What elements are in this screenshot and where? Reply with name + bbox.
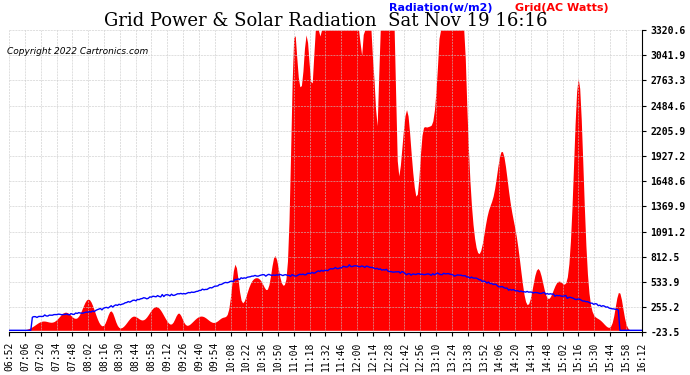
Text: Copyright 2022 Cartronics.com: Copyright 2022 Cartronics.com xyxy=(7,47,148,56)
Text: Radiation(w/m2): Radiation(w/m2) xyxy=(388,3,492,13)
Text: Grid(AC Watts): Grid(AC Watts) xyxy=(515,3,609,13)
Title: Grid Power & Solar Radiation  Sat Nov 19 16:16: Grid Power & Solar Radiation Sat Nov 19 … xyxy=(104,12,547,30)
